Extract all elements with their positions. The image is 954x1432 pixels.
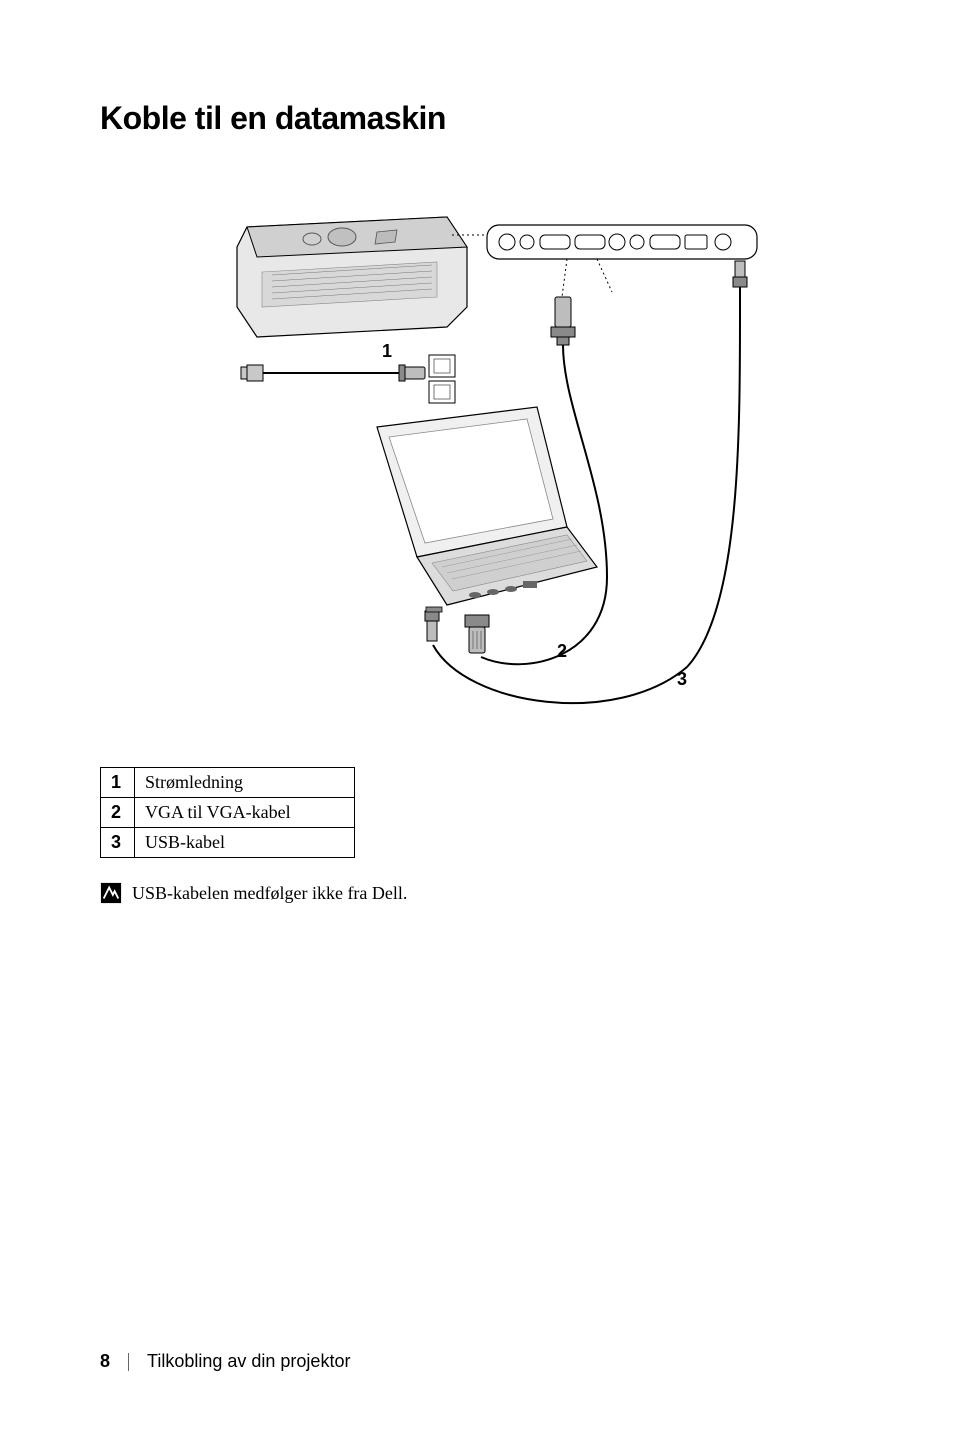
power-cable bbox=[241, 365, 425, 381]
table-row: 2 VGA til VGA-kabel bbox=[101, 798, 355, 828]
legend-desc-2: VGA til VGA-kabel bbox=[135, 798, 355, 828]
laptop bbox=[377, 407, 597, 605]
diagram-label-1: 1 bbox=[382, 341, 392, 361]
connection-diagram: 1 bbox=[167, 187, 787, 707]
top-vga-plug bbox=[551, 297, 575, 345]
port-stack bbox=[429, 355, 455, 403]
bottom-vga-plug bbox=[465, 615, 489, 653]
legend-table: 1 Strømledning 2 VGA til VGA-kabel 3 USB… bbox=[100, 767, 355, 858]
top-usb-plug bbox=[733, 261, 747, 287]
legend-num-1: 1 bbox=[101, 768, 135, 798]
legend-desc-3: USB-kabel bbox=[135, 828, 355, 858]
legend-num-2: 2 bbox=[101, 798, 135, 828]
diagram-label-3: 3 bbox=[677, 669, 687, 689]
port-panel bbox=[452, 225, 757, 297]
projector bbox=[237, 217, 467, 337]
legend-num-3: 3 bbox=[101, 828, 135, 858]
table-row: 3 USB-kabel bbox=[101, 828, 355, 858]
diagram-container: 1 bbox=[100, 187, 854, 707]
footer-separator bbox=[128, 1353, 129, 1371]
page-footer: 8 Tilkobling av din projektor bbox=[100, 1351, 350, 1372]
note: USB-kabelen medfølger ikke fra Dell. bbox=[100, 882, 854, 904]
note-icon bbox=[100, 882, 122, 904]
footer-page-number: 8 bbox=[100, 1351, 110, 1372]
legend-desc-1: Strømledning bbox=[135, 768, 355, 798]
diagram-label-2: 2 bbox=[557, 641, 567, 661]
bottom-usb-plug bbox=[425, 607, 442, 641]
note-text: USB-kabelen medfølger ikke fra Dell. bbox=[132, 883, 407, 904]
table-row: 1 Strømledning bbox=[101, 768, 355, 798]
page-heading: Koble til en datamaskin bbox=[100, 100, 854, 137]
footer-section: Tilkobling av din projektor bbox=[147, 1351, 350, 1372]
